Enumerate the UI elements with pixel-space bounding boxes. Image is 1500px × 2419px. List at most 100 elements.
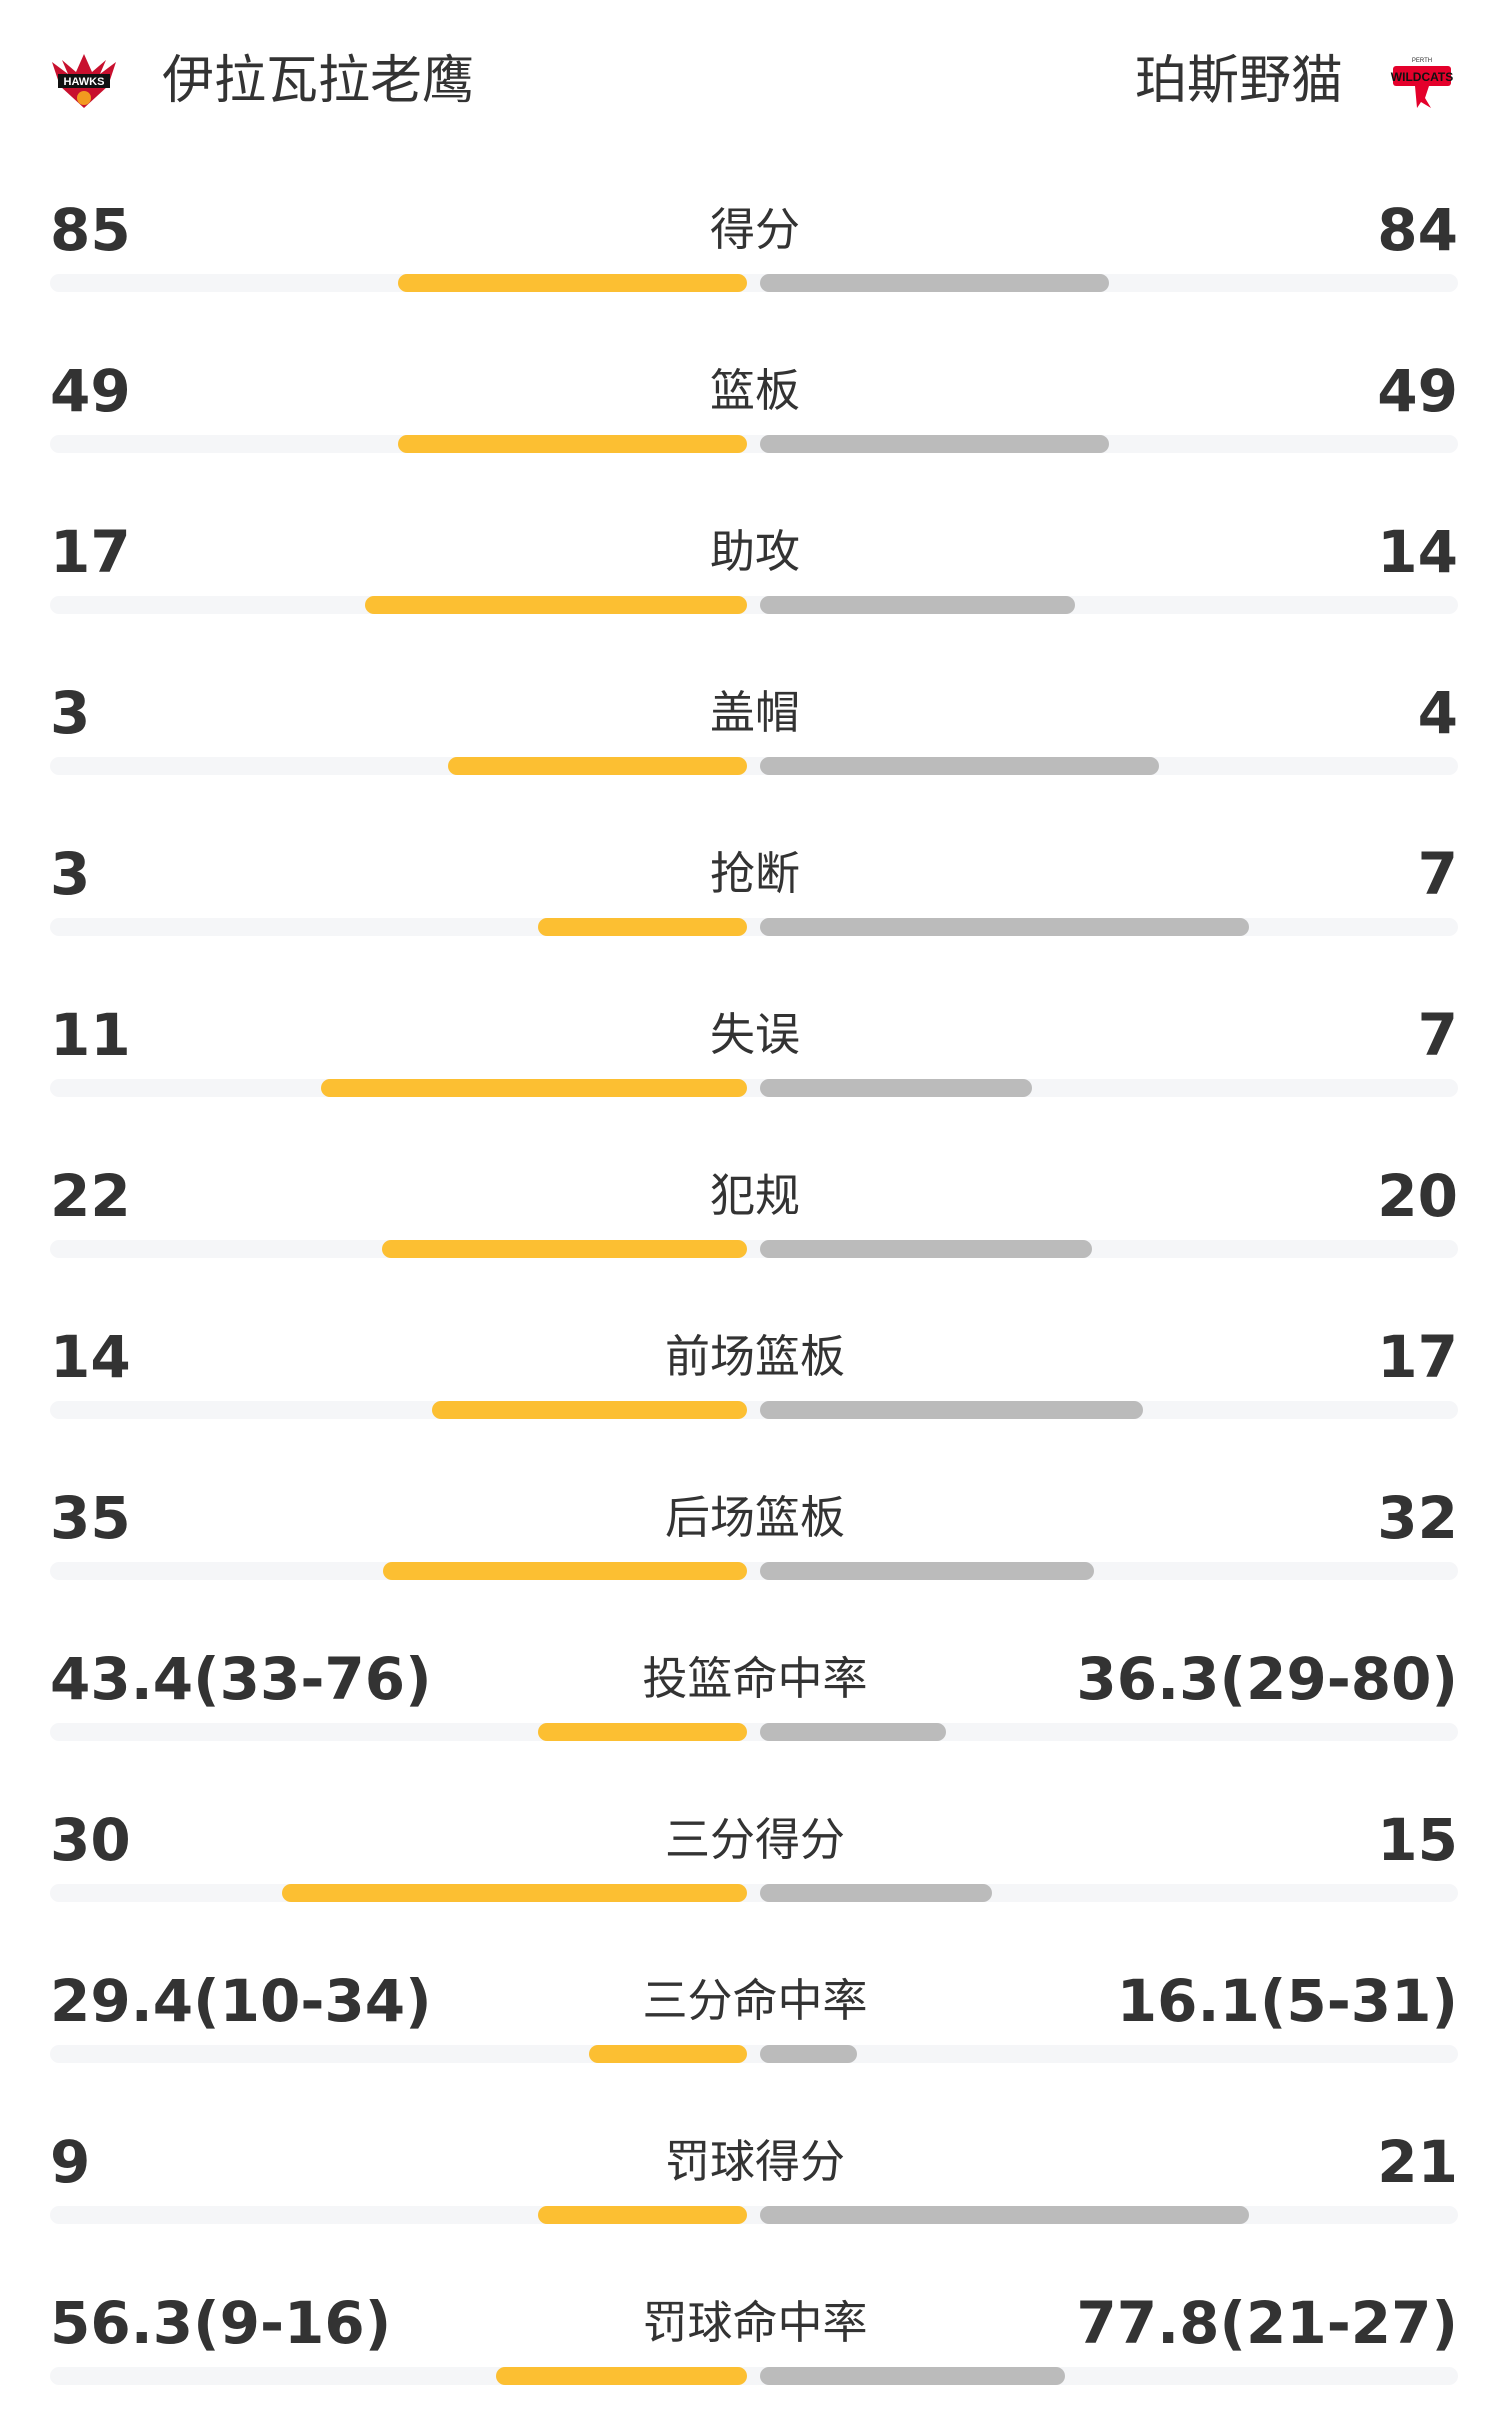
- away-value: 7: [1417, 840, 1458, 908]
- stat-label: 罚球得分: [664, 2135, 845, 2188]
- home-bar: [538, 1723, 747, 1741]
- away-value: 16.1(5-31): [1116, 1967, 1458, 2035]
- home-value: 49: [50, 357, 131, 425]
- stat-label: 得分: [709, 203, 800, 256]
- stat-row: 85 得分 84: [0, 165, 1500, 326]
- bar-track: [50, 1240, 1458, 1258]
- svg-text:HAWKS: HAWKS: [64, 76, 105, 88]
- bar-track: [50, 2045, 1458, 2063]
- home-bar: [496, 2367, 747, 2385]
- away-bar: [760, 918, 1249, 936]
- bar-track: [50, 1562, 1458, 1580]
- bar-track: [50, 2367, 1458, 2385]
- home-bar: [383, 1562, 747, 1580]
- away-value: 14: [1377, 518, 1458, 586]
- home-bar: [382, 1240, 747, 1258]
- away-value: 7: [1417, 1001, 1458, 1069]
- stat-row: 22 犯规 20: [0, 1131, 1500, 1292]
- away-team-name: 珀斯野猫: [1134, 51, 1343, 111]
- bar-track: [50, 1723, 1458, 1741]
- away-bar: [760, 274, 1109, 292]
- away-value: 84: [1377, 196, 1458, 264]
- stat-row: 35 后场篮板 32: [0, 1453, 1500, 1614]
- away-value: 20: [1377, 1162, 1458, 1230]
- stat-label: 盖帽: [709, 686, 800, 739]
- home-value: 35: [50, 1484, 131, 1552]
- home-value: 43.4(33-76): [50, 1645, 432, 1713]
- stat-row: 3 盖帽 4: [0, 648, 1500, 809]
- away-bar: [760, 2206, 1249, 2224]
- away-bar: [760, 1401, 1143, 1419]
- away-value: 32: [1377, 1484, 1458, 1552]
- home-value: 17: [50, 518, 131, 586]
- stat-row: 56.3(9-16) 罚球命中率 77.8(21-27): [0, 2258, 1500, 2419]
- away-value: 4: [1417, 679, 1458, 747]
- header: HAWKS 伊拉瓦拉老鹰 珀斯野猫 WILDCATS PERTH: [0, 0, 1500, 160]
- home-value: 56.3(9-16): [50, 2289, 392, 2357]
- wildcats-logo-icon: WILDCATS PERTH: [1391, 58, 1453, 108]
- home-bar: [365, 596, 747, 614]
- bar-track: [50, 596, 1458, 614]
- stat-row: 49 篮板 49: [0, 326, 1500, 487]
- svg-text:PERTH: PERTH: [1412, 58, 1432, 64]
- away-bar: [760, 1884, 992, 1902]
- bar-track: [50, 274, 1458, 292]
- stat-row: 30 三分得分 15: [0, 1775, 1500, 1936]
- stat-label: 罚球命中率: [642, 2296, 868, 2349]
- stat-row: 29.4(10-34) 三分命中率 16.1(5-31): [0, 1936, 1500, 2097]
- bar-track: [50, 1401, 1458, 1419]
- stat-label: 前场篮板: [664, 1330, 845, 1383]
- stat-label: 篮板: [709, 364, 800, 417]
- stat-label: 三分得分: [664, 1813, 845, 1866]
- away-value: 21: [1377, 2128, 1458, 2196]
- bar-track: [50, 1884, 1458, 1902]
- home-value: 9: [50, 2128, 91, 2196]
- away-bar: [760, 596, 1075, 614]
- bar-track: [50, 1079, 1458, 1097]
- home-bar: [398, 274, 747, 292]
- home-bar: [448, 757, 747, 775]
- away-bar: [760, 1240, 1092, 1258]
- stat-label: 助攻: [709, 525, 800, 578]
- away-bar: [760, 435, 1109, 453]
- home-bar: [538, 918, 747, 936]
- stat-row: 3 抢断 7: [0, 809, 1500, 970]
- away-bar: [760, 1079, 1032, 1097]
- home-value: 85: [50, 196, 131, 264]
- away-bar: [760, 2367, 1065, 2385]
- svg-text:WILDCATS: WILDCATS: [1391, 70, 1453, 84]
- stat-label: 犯规: [709, 1169, 800, 1222]
- bar-track: [50, 435, 1458, 453]
- home-value: 14: [50, 1323, 131, 1391]
- home-value: 11: [50, 1001, 131, 1069]
- home-bar: [538, 2206, 747, 2224]
- home-value: 30: [50, 1806, 131, 1874]
- home-value: 3: [50, 840, 91, 908]
- hawks-logo-icon: HAWKS: [52, 54, 116, 108]
- away-value: 36.3(29-80): [1076, 1645, 1458, 1713]
- stat-row: 9 罚球得分 21: [0, 2097, 1500, 2258]
- away-value: 77.8(21-27): [1076, 2289, 1458, 2357]
- home-value: 29.4(10-34): [50, 1967, 432, 2035]
- stat-label: 投篮命中率: [642, 1652, 868, 1705]
- stat-label: 失误: [709, 1008, 800, 1061]
- away-value: 17: [1377, 1323, 1458, 1391]
- away-bar: [760, 1562, 1094, 1580]
- home-bar: [589, 2045, 747, 2063]
- home-value: 3: [50, 679, 91, 747]
- home-bar: [398, 435, 747, 453]
- stat-row: 17 助攻 14: [0, 487, 1500, 648]
- away-bar: [760, 757, 1159, 775]
- home-bar: [282, 1884, 747, 1902]
- away-value: 49: [1377, 357, 1458, 425]
- stat-label: 后场篮板: [664, 1491, 845, 1544]
- home-bar: [432, 1401, 747, 1419]
- stat-row: 14 前场篮板 17: [0, 1292, 1500, 1453]
- stat-label: 抢断: [709, 847, 800, 900]
- bar-track: [50, 757, 1458, 775]
- home-bar: [321, 1079, 747, 1097]
- stat-label: 三分命中率: [642, 1974, 868, 2027]
- away-value: 15: [1377, 1806, 1458, 1874]
- stat-row: 43.4(33-76) 投篮命中率 36.3(29-80): [0, 1614, 1500, 1775]
- away-bar: [760, 2045, 857, 2063]
